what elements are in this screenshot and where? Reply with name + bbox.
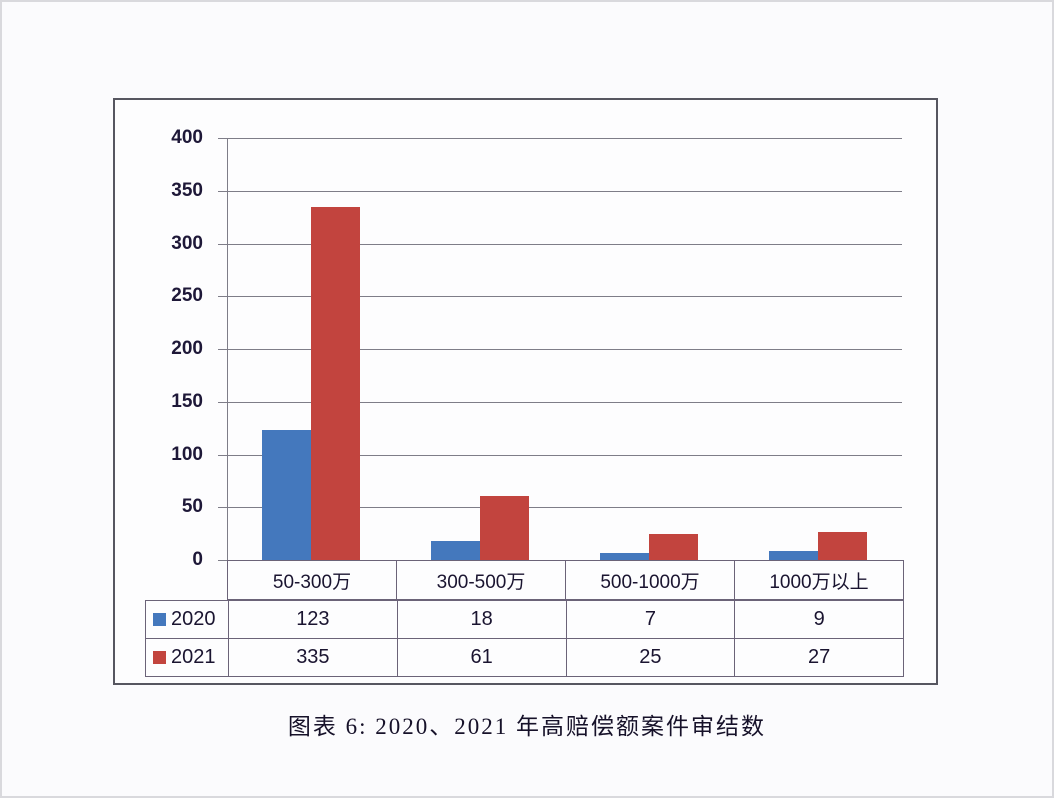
bar-2021-1000万以上 (817, 531, 867, 560)
y-axis-tick-label: 200 (171, 338, 203, 359)
y-axis-tick-label: 100 (171, 443, 203, 465)
value-cell-2020-50-300万: 123 (228, 600, 397, 638)
gridline-100 (227, 454, 902, 456)
gridline-200 (227, 349, 902, 350)
legend-cell-2021: 2021 (146, 639, 228, 676)
value-cell-2020-500-1000万: 7 (565, 600, 735, 638)
gridline-150 (227, 401, 902, 403)
y-axis-tick-label: 50 (181, 496, 203, 518)
bar-2021-50-300万 (311, 206, 361, 560)
y-tick-150 (218, 401, 227, 403)
y-tick-50 (218, 507, 227, 509)
bar-2020-50-300万 (262, 430, 312, 560)
table-row-2020: 2020 123 18 7 9 (146, 600, 903, 639)
value-cell-2020-300-500万: 18 (396, 600, 566, 638)
gridline-350 (227, 190, 902, 192)
figure-caption: 图表 6: 2020、2021 年高赔偿额案件审结数 (287, 714, 767, 739)
gridline-300 (227, 243, 902, 245)
legend-label-2020: 2020 (171, 607, 216, 630)
value-cell-2020-1000万以上: 9 (734, 600, 903, 638)
legend-swatch-2021 (153, 650, 166, 664)
y-tick-300 (218, 243, 227, 245)
y-tick-0 (218, 560, 227, 561)
value-cell-2021-50-300万: 335 (228, 639, 397, 676)
legend-cell-2020: 2020 (146, 601, 228, 639)
y-axis-tick-label: 400 (171, 127, 203, 148)
value-cell-2021-500-1000万: 25 (565, 639, 735, 676)
figure-chart: 0 50 100 150 200 250 300 350 400 50-300万 300-500万… (113, 98, 938, 685)
value-cell-2021-300-500万: 61 (396, 639, 566, 676)
y-axis-tick-label: 300 (171, 232, 203, 254)
category-cell-300-500万: 300-500万 (396, 561, 565, 599)
y-axis-tick-label: 0 (192, 549, 203, 570)
category-cell-500-1000万: 500-1000万 (565, 561, 734, 599)
bar-2020-1000万以上 (768, 550, 818, 560)
category-cell-50-300万: 50-300万 (272, 571, 352, 593)
legend-swatch-2020 (153, 612, 166, 626)
y-tick-400 (218, 138, 227, 139)
y-tick-250 (218, 296, 227, 298)
value-cell-2021-1000万以上: 27 (734, 639, 903, 676)
category-cell-1000万以上: 1000万以上 (734, 561, 903, 599)
table-row-2021: 2021 335 61 25 27 (146, 638, 903, 676)
y-tick-100 (218, 454, 227, 456)
bar-2020-300-500万 (431, 541, 481, 560)
bar-2021-300-500万 (480, 495, 530, 560)
y-axis-tick-label: 250 (171, 285, 203, 307)
y-tick-350 (218, 190, 227, 192)
y-axis-tick-label: 350 (171, 179, 203, 201)
plot-area: 0 50 100 150 200 250 300 350 400 (115, 100, 936, 683)
y-axis-line (227, 138, 228, 560)
y-axis-tick-label: 150 (171, 390, 203, 412)
gridline-250 (227, 296, 902, 298)
y-tick-200 (218, 349, 227, 350)
data-table: 2020 123 18 7 9 2021 335 61 25 27 (145, 599, 904, 677)
legend-label-2021: 2021 (171, 645, 216, 668)
x-axis-category-row: 50-300万 300-500万 500-1000万 1000万以上 (227, 560, 904, 600)
gridline-400 (227, 138, 902, 139)
bar-2021-500-1000万 (648, 533, 698, 560)
gridline-50 (227, 507, 902, 509)
bar-2020-500-1000万 (599, 552, 649, 560)
